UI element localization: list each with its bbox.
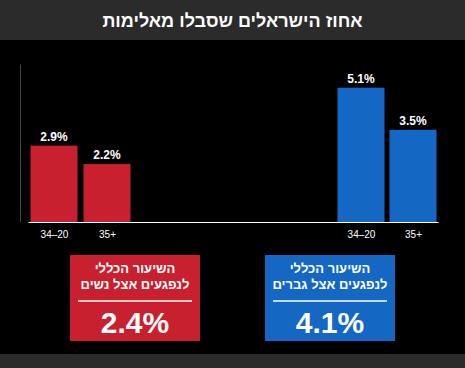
summary-text: השיעור הכללי bbox=[95, 261, 176, 276]
baseline bbox=[29, 222, 80, 223]
x-axis-line bbox=[55, 222, 414, 223]
footer-bar bbox=[0, 354, 465, 368]
baseline bbox=[388, 222, 439, 223]
summary-value: 4.1% bbox=[296, 306, 364, 339]
bar bbox=[390, 130, 437, 222]
summary-rule bbox=[78, 300, 192, 302]
x-tick: 35+ bbox=[405, 222, 422, 240]
summary-text: לנפגעים אצל נשים bbox=[81, 277, 190, 292]
baseline bbox=[336, 222, 387, 223]
summary-box-bg bbox=[265, 255, 395, 341]
data-label: 2.2% bbox=[93, 148, 121, 162]
summary-text: לנפגעים אצל גברים bbox=[272, 277, 387, 292]
x-axis: 34–20 35+ 34–20 35+ bbox=[41, 222, 423, 240]
y-axis bbox=[20, 65, 21, 223]
x-tick: 34–20 bbox=[348, 222, 376, 240]
baseline bbox=[82, 222, 133, 223]
bars bbox=[31, 88, 437, 222]
data-label: 2.9% bbox=[40, 130, 68, 144]
x-tick-label: 35+ bbox=[405, 229, 422, 240]
data-label: 3.5% bbox=[399, 114, 427, 128]
x-tick-label: 35+ bbox=[99, 229, 116, 240]
title-bar bbox=[0, 0, 465, 40]
baselines bbox=[29, 222, 439, 223]
data-labels: 2.9% 2.2% 5.1% 3.5% bbox=[40, 72, 427, 162]
summary-box: השיעור הכללילנפגעים אצל גברים 4.1% bbox=[265, 255, 395, 341]
x-tick-label: 34–20 bbox=[348, 229, 376, 240]
bar bbox=[31, 146, 78, 222]
summary-value: 2.4% bbox=[101, 306, 169, 339]
bar bbox=[338, 88, 385, 222]
data-label: 5.1% bbox=[347, 72, 375, 86]
y-axis-line bbox=[20, 65, 21, 223]
background bbox=[0, 0, 465, 368]
x-tick: 34–20 bbox=[41, 222, 69, 240]
summary-box: השיעור הכללילנפגעים אצל נשים 2.4% bbox=[70, 255, 200, 341]
x-tick: 35+ bbox=[99, 222, 116, 240]
bar bbox=[84, 164, 131, 222]
title: אחוז הישראלים שסבלו מאלימות bbox=[102, 11, 362, 31]
summary-rule bbox=[273, 300, 387, 302]
chart: אחוז הישראלים שסבלו מאלימות 2.9% 2.2% 5.1% 3… bbox=[0, 0, 465, 368]
summary-text: השיעור הכללי bbox=[290, 261, 371, 276]
x-tick-label: 34–20 bbox=[41, 229, 69, 240]
summary-box-bg bbox=[70, 255, 200, 341]
